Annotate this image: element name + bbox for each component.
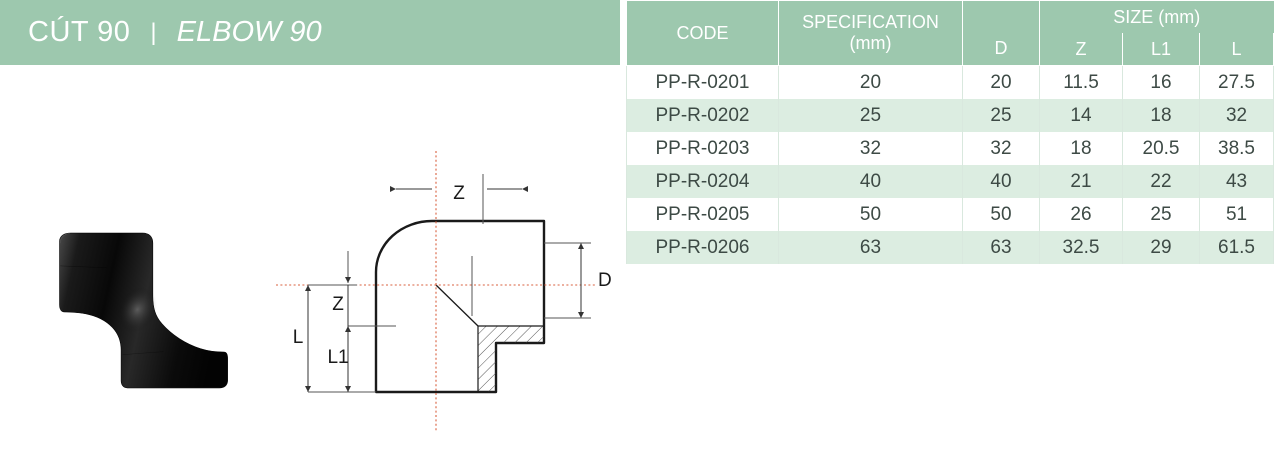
- svg-text:D: D: [598, 270, 612, 291]
- svg-text:L1: L1: [327, 347, 348, 368]
- svg-text:Z: Z: [453, 183, 465, 204]
- svg-text:L: L: [293, 327, 304, 348]
- svg-text:Z: Z: [332, 294, 344, 315]
